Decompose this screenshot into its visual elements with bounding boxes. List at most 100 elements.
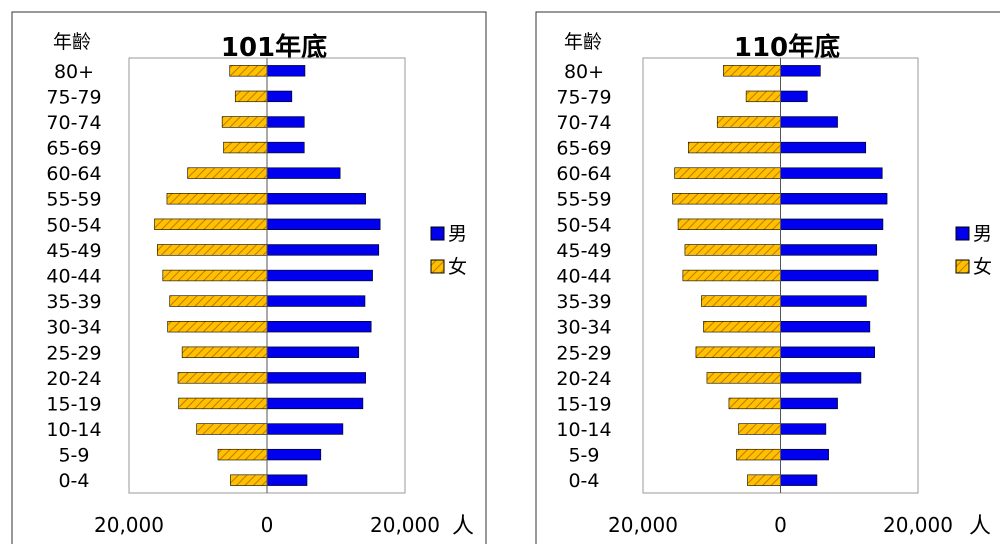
y-tick-label: 45-49 — [46, 240, 101, 262]
bar-male-30-34 — [780, 321, 871, 333]
legend-swatch-male — [430, 226, 445, 241]
y-tick-label: 80+ — [54, 61, 94, 83]
bar-male-5-9 — [780, 448, 829, 461]
bar-male-30-34 — [266, 321, 372, 333]
bar-female-30-34 — [167, 321, 268, 333]
bar-male-50-54 — [780, 218, 884, 230]
bar-male-45-49 — [266, 244, 380, 256]
pyramid-panel-101: 101年底 年齡 人 80+75-7970-7465-6960-6455-595… — [11, 11, 487, 548]
x-tick-label: 20,000 — [94, 513, 164, 537]
y-axis-label: 年齡 — [564, 31, 602, 53]
bar-male-5-9 — [266, 448, 322, 461]
bar-female-50-54 — [677, 218, 781, 230]
pyramid-panel-110: 110年底 年齡 人 80+75-7970-7465-6960-6455-595… — [535, 11, 1000, 548]
y-tick-label: 75-79 — [556, 86, 611, 108]
x-tick-label: 20,000 — [370, 513, 440, 537]
y-tick-label: 50-54 — [46, 214, 101, 236]
legend-label-male: 男 — [973, 223, 992, 245]
plot-area: 80+ 75-79 70-74 65-69 60-64 55-59 50-54 45-49 40… — [556, 57, 953, 537]
bar-male-0-4 — [780, 474, 818, 486]
bar-female-70-74 — [716, 116, 781, 128]
y-tick-label: 20-24 — [46, 368, 101, 390]
bar-female-40-44 — [162, 269, 268, 282]
bar-male-55-59 — [780, 193, 888, 205]
bar-male-15-19 — [780, 397, 838, 410]
bar-male-75-79 — [266, 90, 293, 103]
bar-male-75-79 — [780, 90, 808, 103]
y-tick-label: 40-44 — [46, 266, 101, 288]
bar-female-0-4 — [747, 474, 781, 486]
bar-female-60-64 — [187, 167, 268, 179]
bar-female-25-29 — [695, 346, 781, 358]
y-tick-label: 30-34 — [556, 317, 611, 339]
bar-female-5-9 — [736, 448, 781, 461]
x-tick-label: 0 — [261, 513, 274, 537]
legend-swatch-male — [955, 226, 970, 241]
y-tick-label: 10-14 — [556, 419, 611, 441]
x-axis-unit: 人 — [452, 514, 474, 539]
bar-female-45-49 — [156, 244, 268, 256]
bar-male-40-44 — [266, 269, 373, 282]
bar-female-80+ — [723, 65, 781, 77]
bar-male-60-64 — [780, 167, 883, 179]
bar-female-65-69 — [223, 141, 268, 154]
legend-swatch-female — [955, 259, 970, 274]
bar-female-15-19 — [728, 397, 781, 410]
legend: 男 女 — [430, 223, 467, 278]
y-tick-label: 30-34 — [46, 317, 101, 339]
bar-male-65-69 — [266, 141, 305, 154]
bar-female-10-14 — [738, 423, 781, 435]
bar-female-20-24 — [706, 372, 781, 384]
bar-female-45-49 — [684, 244, 781, 256]
bar-female-70-74 — [221, 116, 268, 128]
bar-male-65-69 — [780, 141, 867, 154]
y-tick-label: 35-39 — [46, 291, 101, 313]
y-tick-label: 40-44 — [556, 266, 611, 288]
y-tick-label: 70-74 — [46, 112, 101, 134]
bar-female-60-64 — [674, 167, 781, 179]
bar-male-80+ — [780, 65, 821, 77]
bar-male-70-74 — [780, 116, 838, 128]
bar-female-50-54 — [154, 218, 268, 230]
bar-male-25-29 — [780, 346, 875, 358]
x-tick-label: 20,000 — [883, 513, 953, 537]
bar-male-20-24 — [780, 372, 862, 384]
bar-female-75-79 — [745, 90, 781, 103]
bar-male-20-24 — [266, 372, 366, 384]
bar-male-80+ — [266, 65, 306, 77]
bar-female-55-59 — [672, 193, 781, 205]
bar-female-40-44 — [682, 269, 781, 282]
bar-male-45-49 — [780, 244, 878, 256]
y-tick-label: 20-24 — [556, 368, 611, 390]
y-tick-label: 15-19 — [556, 393, 611, 415]
legend-label-male: 男 — [448, 223, 467, 245]
y-tick-label: 5-9 — [568, 445, 599, 467]
y-tick-label: 45-49 — [556, 240, 611, 262]
bar-male-35-39 — [266, 295, 366, 307]
x-tick-label: 0 — [774, 513, 787, 537]
bar-female-25-29 — [181, 346, 268, 358]
bar-male-40-44 — [780, 269, 879, 282]
y-tick-label: 0-4 — [58, 470, 89, 492]
y-tick-label: 0-4 — [568, 470, 599, 492]
legend: 男 女 — [955, 223, 992, 278]
bar-male-50-54 — [266, 218, 381, 230]
bar-female-75-79 — [234, 90, 268, 103]
bar-female-0-4 — [230, 474, 268, 486]
y-tick-label: 65-69 — [556, 138, 611, 160]
bar-male-10-14 — [780, 423, 827, 435]
bar-female-65-69 — [688, 141, 781, 154]
y-tick-label: 25-29 — [46, 342, 101, 364]
bar-male-35-39 — [780, 295, 867, 307]
y-tick-label: 60-64 — [46, 163, 101, 185]
bar-female-30-34 — [703, 321, 781, 333]
plot-area: 80+ 75-79 70-74 65-69 60-64 55-59 50-54 45-49 40… — [46, 57, 440, 537]
legend-label-female: 女 — [973, 256, 992, 278]
bar-male-25-29 — [266, 346, 360, 358]
y-tick-label: 5-9 — [58, 445, 89, 467]
y-tick-label: 15-19 — [46, 393, 101, 415]
bar-male-55-59 — [266, 193, 366, 205]
y-tick-label: 55-59 — [556, 189, 611, 211]
